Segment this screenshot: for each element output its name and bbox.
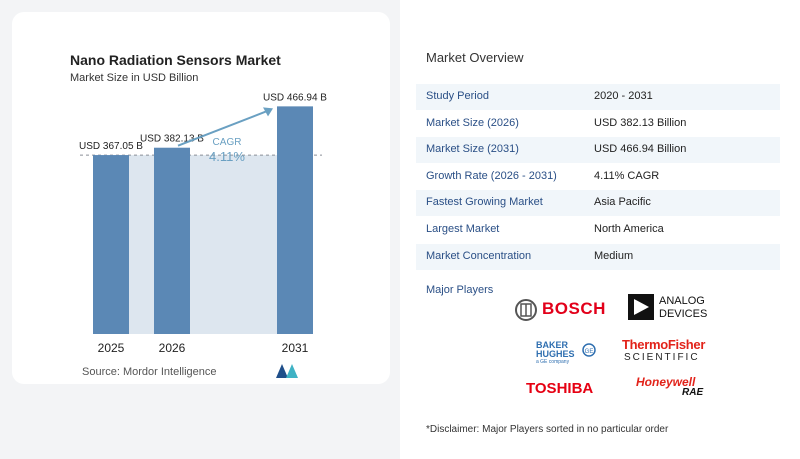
chart-background-band <box>111 155 295 334</box>
overview-row-key: Fastest Growing Market <box>426 196 543 209</box>
cagr-label: CAGR <box>213 137 242 148</box>
ge-monogram-icon: GE <box>582 343 596 357</box>
overview-row: Study Period 2020 - 2031 <box>416 84 780 110</box>
bar-2026 <box>154 147 190 334</box>
overview-row-value: North America <box>594 223 664 235</box>
overview-row: Market Concentration Medium <box>416 243 780 270</box>
cagr-arrow <box>177 109 270 147</box>
overview-row-key: Market Concentration <box>426 249 532 262</box>
bar-2031 <box>277 106 313 334</box>
baker-line2: HUGHES <box>536 349 575 359</box>
overview-row-value: 4.11% CAGR <box>594 169 660 182</box>
data-label-2025: USD 367.05 B <box>79 141 143 152</box>
overview-row-key: Largest Market <box>426 223 500 235</box>
honeywell-wordmark: Honeywell <box>636 375 696 389</box>
thermo-line2: SCIENTIFIC <box>624 352 700 363</box>
bosch-logo: BOSCH <box>514 297 618 323</box>
overview-row: Growth Rate (2026 - 2031) 4.11% CAGR <box>416 164 780 190</box>
baker-hughes-logo: BAKER HUGHES a GE company GE <box>536 340 606 370</box>
honeywell-rae-logo: Honeywell RAE <box>636 375 726 405</box>
overview-row: Market Size (2031) USD 466.94 Billion <box>416 137 780 164</box>
toshiba-logo: TOSHIBA <box>526 380 606 400</box>
cagr-value: 4.11% <box>209 149 245 164</box>
analog-triangle-icon <box>628 294 654 320</box>
baker-line1: BAKER <box>536 340 569 350</box>
overview-row-key: Growth Rate (2026 - 2031) <box>426 169 557 182</box>
baker-sub: a GE company <box>536 359 570 365</box>
mordor-logo-icon <box>276 364 298 378</box>
overview-row-key: Market Size (2026) <box>426 116 519 129</box>
overview-row: Market Size (2026) USD 382.13 Billion <box>416 111 780 137</box>
bar-2025 <box>93 155 129 334</box>
disclaimer-text: *Disclaimer: Major Players sorted in no … <box>426 424 669 435</box>
overview-row: Fastest Growing Market Asia Pacific <box>416 190 780 217</box>
thermo-fisher-logo: ThermoFisher SCIENTIFIC <box>622 337 722 367</box>
analog-line1: ANALOG <box>659 295 705 307</box>
overview-row-value: Asia Pacific <box>594 196 651 209</box>
cagr-arrowhead <box>263 107 273 117</box>
overview-row-value: 2020 - 2031 <box>594 90 653 102</box>
rae-wordmark: RAE <box>682 387 704 398</box>
major-players-label: Major Players <box>426 284 494 296</box>
x-tick-label-2025: 2025 <box>98 341 125 355</box>
overview-row-value: USD 466.94 Billion <box>594 143 687 156</box>
overview-row: Largest Market North America <box>416 217 780 243</box>
bosch-armature-icon <box>515 299 537 321</box>
overview-row-key: Study Period <box>426 90 489 102</box>
chart-subtitle: Market Size in USD Billion <box>70 72 199 84</box>
bosch-wordmark: BOSCH <box>542 299 606 318</box>
toshiba-wordmark: TOSHIBA <box>526 380 594 397</box>
overview-row-value: USD 382.13 Billion <box>594 116 687 129</box>
data-label-2026: USD 382.13 B <box>140 134 204 145</box>
overview-row-value: Medium <box>594 249 634 262</box>
source-text: Source: Mordor Intelligence <box>82 366 217 378</box>
analog-line2: DEVICES <box>659 308 708 320</box>
overview-title: Market Overview <box>426 50 524 65</box>
chart-title: Nano Radiation Sensors Market <box>70 52 281 68</box>
analog-devices-logo: ANALOG DEVICES <box>628 293 740 323</box>
x-tick-label-2031: 2031 <box>282 341 309 355</box>
thermo-line1: ThermoFisher <box>622 337 706 352</box>
data-label-2031: USD 466.94 B <box>263 92 327 103</box>
svg-text:GE: GE <box>585 349 594 355</box>
overview-row-key: Market Size (2031) <box>426 143 519 156</box>
x-tick-label-2026: 2026 <box>159 341 186 355</box>
overview-panel <box>400 0 800 459</box>
